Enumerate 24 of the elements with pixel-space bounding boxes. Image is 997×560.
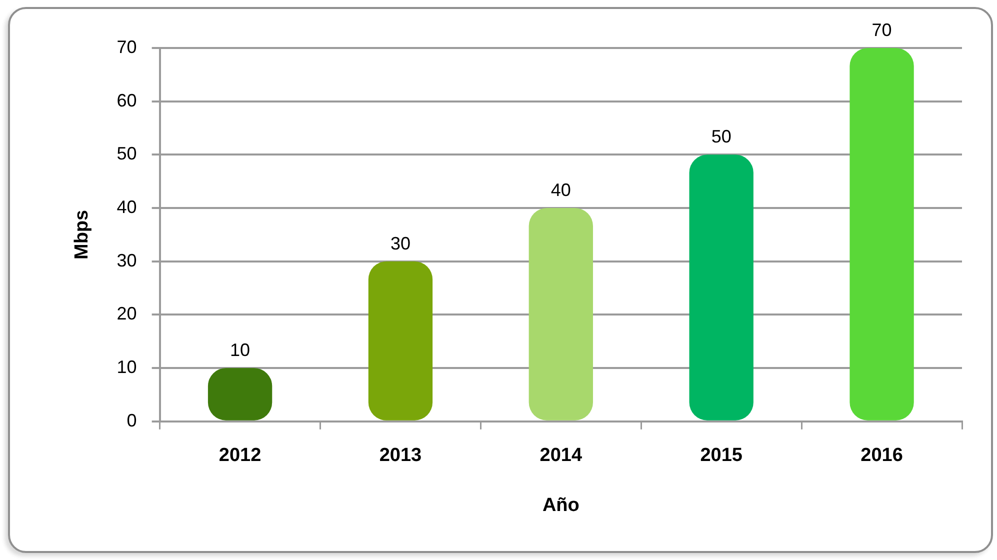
data-label: 50 xyxy=(711,126,732,147)
bar xyxy=(528,208,593,420)
y-tick-label: 50 xyxy=(116,144,137,164)
y-tick-label: 60 xyxy=(116,90,137,110)
y-tick-label: 0 xyxy=(126,410,137,430)
y-tick-label: 70 xyxy=(116,36,137,57)
data-label: 30 xyxy=(390,233,410,254)
x-axis-title: Año xyxy=(542,494,580,516)
bar xyxy=(689,154,754,420)
y-axis-title: Mbps xyxy=(72,210,93,260)
y-tick-label: 30 xyxy=(116,250,137,270)
bar xyxy=(850,48,914,420)
x-tick-label: 2016 xyxy=(860,445,903,466)
y-tick-label: 40 xyxy=(116,196,137,217)
x-tick-label: 2012 xyxy=(218,445,262,466)
data-label: 70 xyxy=(872,20,892,40)
data-label: 10 xyxy=(230,340,250,360)
y-tick-label: 20 xyxy=(116,304,137,324)
y-tick-label: 10 xyxy=(116,357,137,378)
x-tick-label: 2015 xyxy=(700,445,743,466)
x-tick-label: 2014 xyxy=(540,445,582,466)
bar xyxy=(368,261,433,420)
data-label: 40 xyxy=(550,180,571,200)
x-tick-label: 2013 xyxy=(379,445,422,466)
